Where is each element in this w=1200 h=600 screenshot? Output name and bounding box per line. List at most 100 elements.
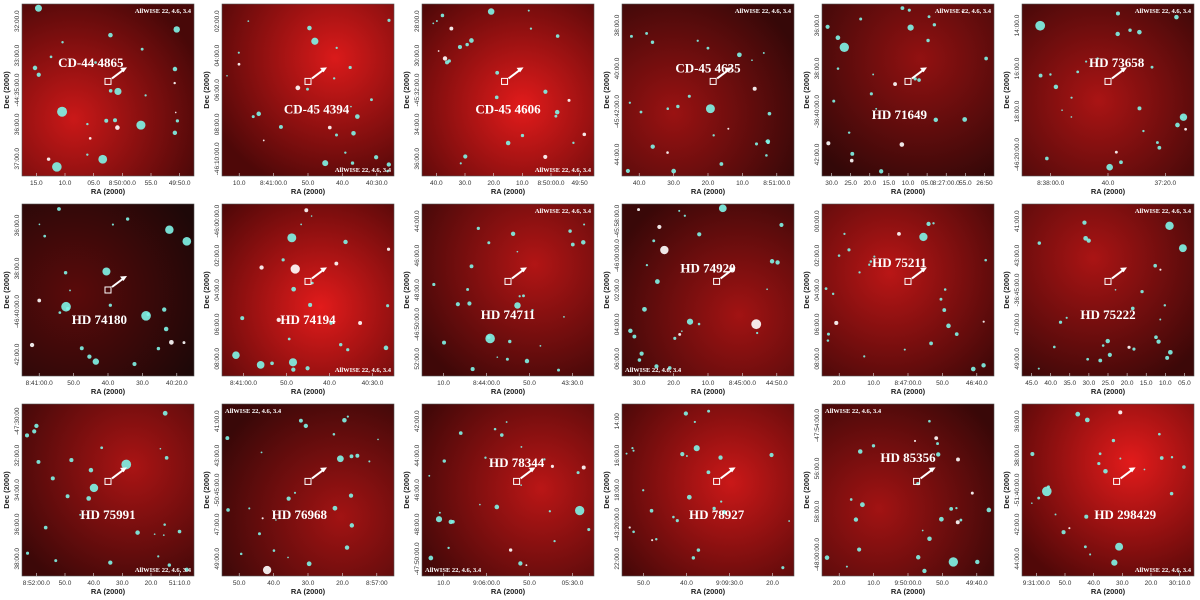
y-tick-label: 06:00.0: [614, 348, 621, 370]
arrow: [719, 468, 734, 480]
star: [98, 154, 108, 164]
star: [672, 515, 675, 519]
x-tick-label: 30.0: [136, 380, 149, 387]
x-tick-label: 50.0: [637, 580, 650, 587]
x-tick-label: 20.0: [1145, 580, 1158, 587]
star: [487, 241, 491, 245]
y-tick-label: 36:00.0: [14, 113, 21, 135]
star: [516, 250, 519, 253]
star: [1084, 417, 1090, 423]
y-tick-label: 06:00.0: [214, 313, 221, 335]
star: [303, 423, 308, 429]
y-axis-label: Dec (2000): [402, 471, 411, 509]
star: [781, 566, 785, 570]
target-label: HD 78344: [489, 455, 545, 470]
x-tick-label: 10.0: [59, 180, 72, 187]
panel: HD 74180 8:41:00.0 50.0 40.0 30.0 40:20.0 36:0…: [2, 203, 195, 396]
y-tick-label: 37:00.0: [14, 148, 21, 170]
star: [553, 539, 556, 543]
image-frame: [221, 203, 395, 377]
star: [487, 8, 495, 15]
y-tick-label: 38:00.0: [14, 257, 21, 279]
star: [177, 529, 182, 534]
star: [949, 506, 954, 511]
star: [975, 559, 980, 565]
star: [831, 292, 835, 296]
arrow: [1111, 68, 1125, 80]
star: [69, 458, 74, 463]
y-tick-label: -51:40:00.0: [1014, 473, 1021, 506]
sky-image: [422, 404, 594, 576]
star: [182, 341, 186, 345]
target-label: HD 74920: [680, 260, 735, 275]
star: [111, 223, 115, 226]
star: [113, 118, 118, 123]
star: [428, 474, 431, 477]
star: [162, 307, 167, 312]
star: [295, 85, 301, 91]
y-tick-label: 30:00.0: [414, 44, 421, 66]
star: [1053, 345, 1056, 349]
x-tick-label: 40.0: [102, 380, 115, 387]
star: [442, 340, 447, 345]
star: [687, 94, 691, 98]
star: [936, 452, 941, 457]
x-tick-label: 50.0: [936, 580, 949, 587]
star: [1083, 235, 1088, 241]
star: [495, 70, 500, 75]
star: [1127, 345, 1131, 349]
y-tick-label: 36:00.0: [14, 513, 21, 535]
x-tick-label: 40.0: [1102, 180, 1115, 187]
y-tick-label: -46:00:00.0: [214, 204, 221, 237]
star: [543, 154, 548, 159]
y-tick-label: 44:00.0: [414, 210, 421, 232]
x-tick-label: 26:50: [976, 180, 993, 187]
star: [432, 22, 435, 25]
y-tick-label: 33:00.0: [14, 44, 21, 66]
star: [1038, 73, 1043, 78]
x-tick-label: 9:50:00.0: [894, 580, 921, 587]
x-tick-label: 8:41:00.0: [230, 380, 257, 387]
x-tick-label: 25.0: [844, 180, 857, 187]
x-tick-label: 50.0: [936, 380, 949, 387]
x-tick-label: 10.0: [736, 180, 749, 187]
star: [291, 286, 296, 292]
x-tick-label: 40.0: [1044, 380, 1057, 387]
star: [1053, 84, 1059, 90]
y-tick-label: -36:40:00.0: [814, 95, 821, 128]
panel: CD-44 4865 AllWISE 22, 4.6, 3.4 15.0 10.0 05…: [2, 3, 195, 196]
x-tick-label: 10.0: [516, 180, 529, 187]
star: [355, 453, 360, 458]
star: [310, 215, 313, 217]
star: [63, 271, 68, 275]
y-tick-label: 02:00.0: [814, 244, 821, 266]
star: [696, 39, 699, 42]
y-tick-label: -36:45:00.0: [1014, 273, 1021, 306]
y-tick-label: 06:00.0: [814, 313, 821, 335]
star: [125, 217, 130, 221]
star: [225, 436, 230, 440]
star: [683, 411, 688, 416]
star: [87, 354, 92, 359]
y-tick-label: 41:00.0: [1014, 210, 1021, 232]
x-tick-label: 20.0: [487, 180, 500, 187]
x-tick-label: 50.0: [523, 580, 536, 587]
star: [251, 115, 255, 119]
arrow-head: [320, 67, 327, 73]
target-label: CD-44 4865: [58, 55, 124, 70]
star: [50, 476, 55, 481]
x-tick-label: 8:44:00.0: [473, 380, 500, 387]
star: [344, 151, 347, 154]
star: [332, 432, 336, 436]
target-marker: [1104, 277, 1112, 285]
x-tick-label: 50.0: [1059, 580, 1072, 587]
y-tick-label: 28:00.0: [414, 10, 421, 32]
star: [660, 245, 669, 255]
y-tick-label: 22:00.0: [614, 548, 621, 570]
star: [65, 494, 70, 499]
star: [982, 320, 985, 323]
star: [377, 438, 379, 441]
star: [921, 529, 924, 532]
x-tick-label: 8:50:00.0: [537, 180, 564, 187]
image-frame: [21, 403, 195, 577]
